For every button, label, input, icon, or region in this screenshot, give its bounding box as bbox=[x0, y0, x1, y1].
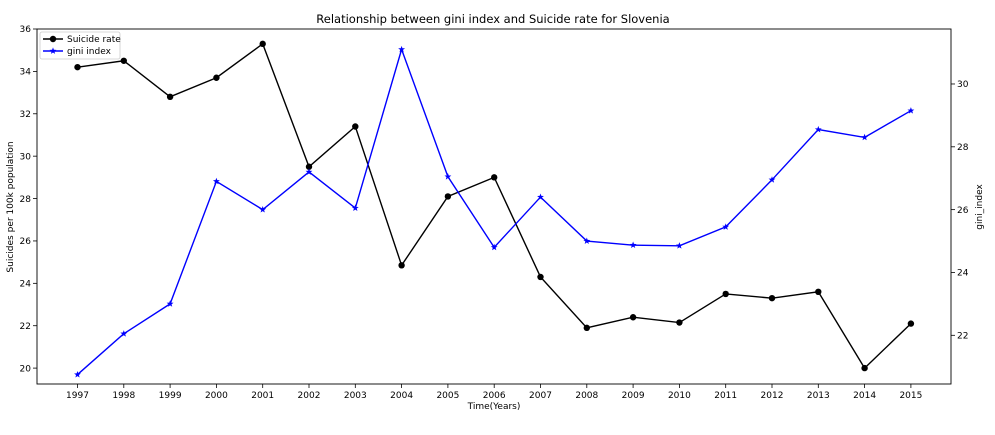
x-tick-label: 2008 bbox=[575, 391, 598, 401]
x-tick-label: 2001 bbox=[251, 391, 274, 401]
gini-index-point bbox=[675, 242, 683, 249]
legend-marker-suicide-rate bbox=[49, 35, 57, 43]
y-right-tick-label: 30 bbox=[957, 80, 969, 90]
gini-index-point bbox=[259, 206, 267, 213]
gini-index-point bbox=[861, 133, 869, 141]
suicide-rate-point bbox=[305, 163, 313, 170]
legend-marker-gini-index bbox=[49, 47, 57, 54]
suicide-rate-point bbox=[444, 193, 452, 200]
gini-index-point bbox=[768, 176, 776, 183]
x-tick-label: 1998 bbox=[112, 391, 135, 401]
x-tick-label: 1999 bbox=[159, 391, 182, 401]
y-right-tick-label: 24 bbox=[957, 269, 969, 279]
suicide-rate-point bbox=[213, 74, 220, 81]
gini-index-point bbox=[305, 168, 313, 175]
gini-index-point bbox=[722, 223, 730, 230]
suicide-rate-point bbox=[352, 123, 359, 130]
suicide-rate-point bbox=[259, 40, 266, 48]
gini-index-point bbox=[444, 173, 452, 180]
suicide-rate-point bbox=[722, 290, 729, 298]
y-left-tick-label: 22 bbox=[20, 322, 31, 332]
gini-index-point bbox=[814, 125, 822, 133]
suicide-rate-point bbox=[166, 93, 174, 101]
y-left-tick-label: 30 bbox=[20, 152, 32, 162]
legend-items: Suicide rate gini index bbox=[43, 35, 121, 57]
x-tick-label: 2002 bbox=[298, 391, 321, 401]
gini-index-point bbox=[583, 237, 591, 244]
x-tick-label: 2011 bbox=[714, 391, 737, 401]
gini-index-line bbox=[77, 47, 912, 376]
plot-frame bbox=[36, 28, 952, 385]
gini-index-point bbox=[398, 45, 406, 53]
x-tick-label: 2015 bbox=[899, 391, 922, 401]
x-tick-label: 1997 bbox=[66, 391, 89, 401]
gini-index-point bbox=[351, 204, 359, 211]
suicide-rate-point bbox=[537, 273, 544, 281]
gini-index-point bbox=[907, 107, 915, 114]
suicide-rate-point bbox=[768, 294, 776, 302]
suicide-rate-point bbox=[907, 320, 915, 327]
y-right-tick-label: 28 bbox=[957, 143, 969, 153]
gini-index-point bbox=[120, 330, 128, 337]
y-right-tick-label: 22 bbox=[957, 332, 968, 342]
y-left-tick-label: 34 bbox=[20, 68, 32, 78]
gini-index-point bbox=[166, 300, 174, 307]
y-left-tick-label: 28 bbox=[20, 195, 32, 205]
suicide-rate-point bbox=[815, 288, 822, 296]
legend-label-gini-index: gini index bbox=[67, 47, 112, 57]
suicide-rate-point bbox=[629, 314, 637, 321]
x-tick-label: 2010 bbox=[668, 391, 691, 401]
x-tick-label: 2012 bbox=[761, 391, 784, 401]
y-right-tick-label: 26 bbox=[957, 206, 969, 216]
gini-index-point bbox=[629, 241, 637, 249]
y-left-tick-label: 20 bbox=[20, 364, 32, 374]
suicide-rate-point bbox=[583, 324, 590, 332]
y-left-tick-label: 36 bbox=[20, 25, 32, 35]
series-layer bbox=[74, 40, 915, 378]
y-axis-left-label: Suicides per 100k population bbox=[6, 141, 16, 272]
y-axis-left: 20 22 24 26 28 30 32 34 36 bbox=[20, 25, 37, 374]
suicide-rate-point bbox=[861, 364, 868, 372]
suicide-rate-point bbox=[491, 174, 498, 181]
x-tick-label: 2003 bbox=[344, 391, 367, 401]
gini-index-point bbox=[212, 177, 220, 185]
x-tick-label: 2004 bbox=[390, 391, 413, 401]
x-axis-label: Time(Years) bbox=[467, 402, 521, 412]
x-tick-label: 2006 bbox=[483, 391, 506, 401]
suicide-rate-point bbox=[676, 319, 683, 326]
y-left-tick-label: 24 bbox=[20, 280, 32, 290]
x-tick-label: 2007 bbox=[529, 391, 552, 401]
legend: Suicide rate gini index bbox=[39, 31, 121, 60]
suicide-rate-point bbox=[120, 57, 128, 64]
x-tick-label: 2014 bbox=[853, 391, 876, 401]
x-tick-label: 2000 bbox=[205, 391, 228, 401]
gini-index-point bbox=[537, 193, 544, 200]
y-axis-right-label: gini_index bbox=[975, 184, 985, 230]
x-tick-label: 2013 bbox=[807, 391, 830, 401]
x-tick-label: 2009 bbox=[622, 391, 645, 401]
suicide-rate-line bbox=[77, 42, 912, 370]
y-left-tick-label: 26 bbox=[20, 237, 32, 247]
y-left-tick-label: 32 bbox=[20, 110, 31, 120]
suicide-rate-point bbox=[74, 63, 81, 71]
suicide-rate-point bbox=[398, 262, 405, 269]
legend-label-suicide-rate: Suicide rate bbox=[67, 35, 121, 45]
x-axis: 1997 1998 1999 2000 2001 2002 2003 2004 2005 2006… bbox=[66, 384, 922, 401]
gini-index-point bbox=[74, 370, 81, 378]
x-tick-label: 2005 bbox=[436, 391, 459, 401]
chart-title: Relationship between gini index and Suic… bbox=[316, 12, 669, 26]
y-axis-right: 22 24 26 28 30 bbox=[951, 80, 969, 342]
gini-index-point bbox=[490, 243, 498, 251]
